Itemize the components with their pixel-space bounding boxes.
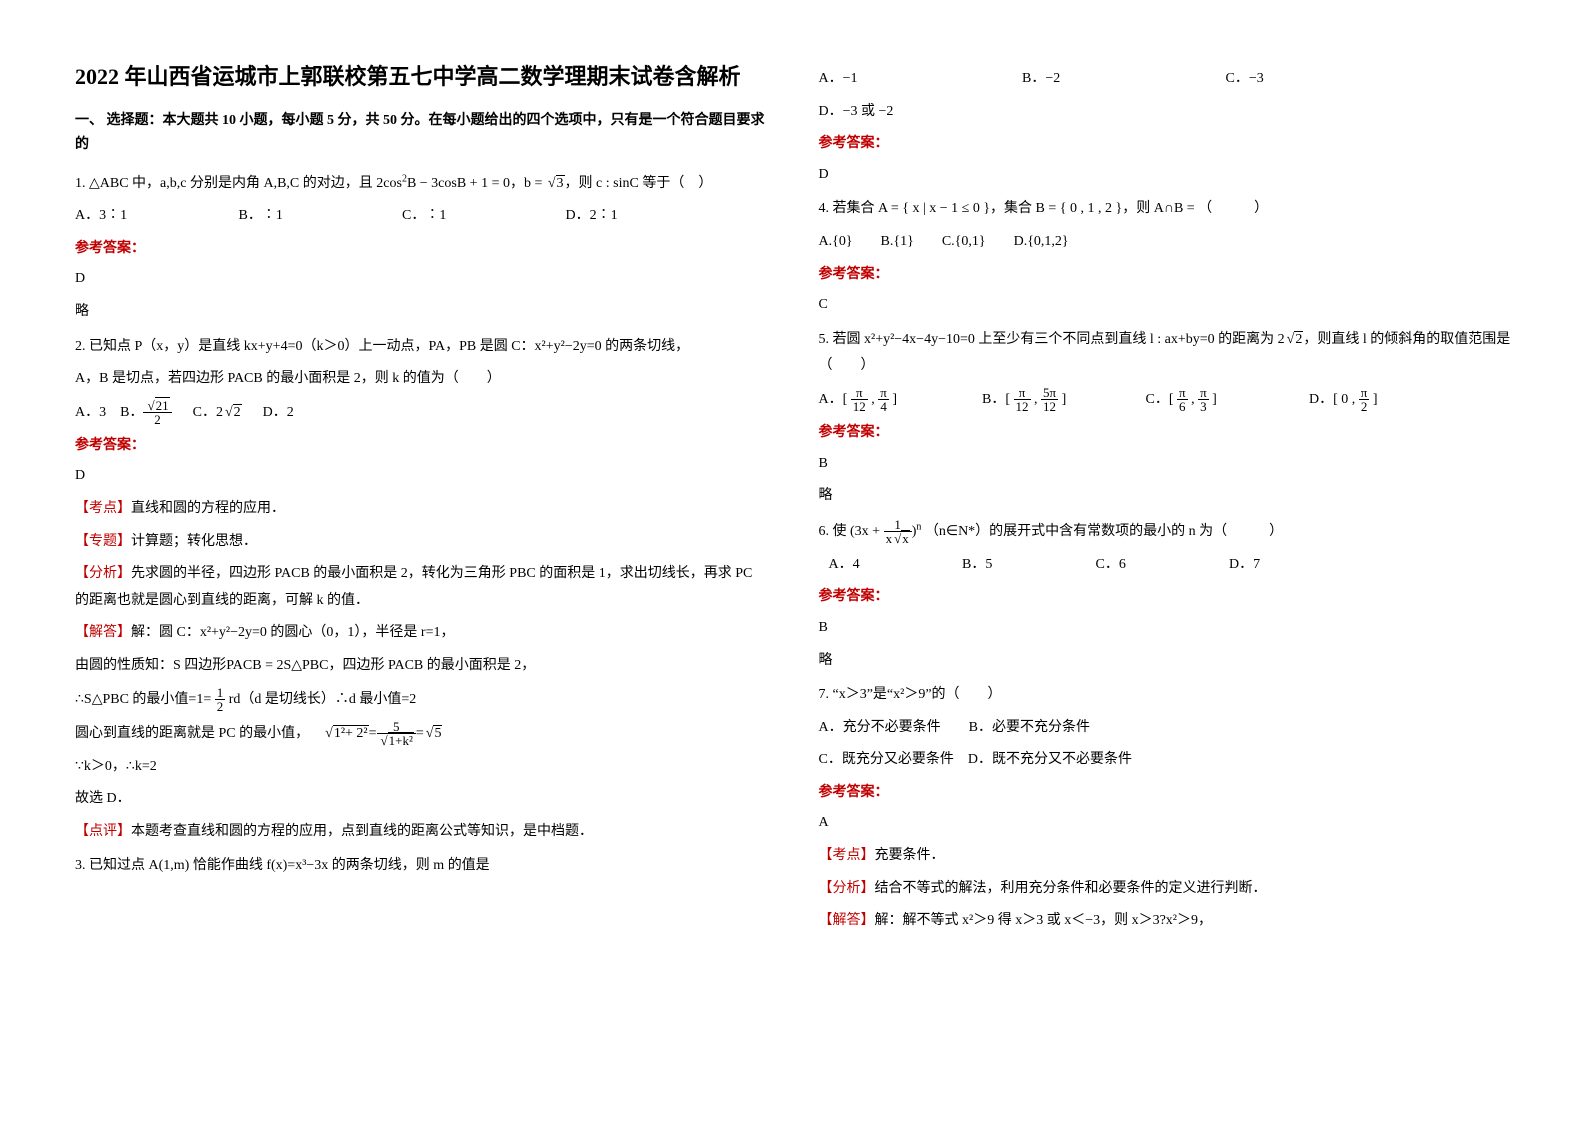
q3-options: A．−1 B．−2 C．−3 (819, 66, 1513, 93)
exam-title: 2022 年山西省运城市上郭联校第五七中学高二数学理期末试卷含解析 (75, 60, 769, 93)
q3-answer: D (819, 162, 1513, 189)
q2-opt-d: D．2 (263, 405, 294, 420)
q4-stem: 4. 若集合 A = { x | x − 1 ≤ 0 }，集合 B = { 0 … (819, 196, 1513, 223)
q6-opt-a: A．4 (829, 552, 959, 579)
right-column: A．−1 B．−2 C．−3 D．−3 或 −2 参考答案： D 4. 若集合 … (794, 60, 1538, 941)
q5-stem: 5. 若圆 x²+y²−4x−4y−10=0 上至少有三个不同点到直线 l : … (819, 327, 1513, 380)
q6-options: A．4 B．5 C．6 D．7 (819, 552, 1513, 579)
answer-label: 参考答案： (819, 780, 1513, 807)
q2-jieda-3: ∴S△PBC 的最小值=1= 12 rd（d 是切线长）∴d 最小值=2 (75, 686, 769, 714)
sqrt-icon: 2 (1285, 327, 1304, 354)
q5-options: A．[ π12 , π4 ] B．[ π12 , 5π12 ] C．[ π6 ,… (819, 386, 1513, 414)
answer-label: 参考答案： (819, 131, 1513, 158)
fraction: 212 (143, 399, 171, 427)
q5-opt-b: B．[ π12 , 5π12 ] (982, 386, 1142, 414)
q3-opt-b: B．−2 (1022, 66, 1222, 93)
sqrt-icon: 3 (546, 171, 565, 198)
q5-opt-c: C．[ π6 , π3 ] (1146, 386, 1306, 414)
q2-jieda-5: ∵k＞0，∴k=2 (75, 754, 769, 781)
left-column: 2022 年山西省运城市上郭联校第五七中学高二数学理期末试卷含解析 一、 选择题… (50, 60, 794, 941)
q7-fenxi: 【分析】结合不等式的解法，利用充分条件和必要条件的定义进行判断． (819, 876, 1513, 903)
q3-opt-d: D．−3 或 −2 (819, 99, 1513, 126)
q5-answer: B (819, 451, 1513, 478)
q3-opt-c: C．−3 (1226, 66, 1386, 93)
q1-answer: D (75, 266, 769, 293)
q2-dianping: 【点评】本题考查直线和圆的方程的应用，点到直线的距离公式等知识，是中档题． (75, 819, 769, 846)
q1-stem-c: ，则 c : sinC 等于（ ） (565, 176, 713, 191)
q2-zhuanti: 【专题】计算题；转化思想． (75, 529, 769, 556)
q2-jieda-6: 故选 D． (75, 786, 769, 813)
q1-opt-b: B．∶1 (239, 203, 399, 230)
answer-label: 参考答案： (75, 433, 769, 460)
section-1-heading: 一、 选择题：本大题共 10 小题，每小题 5 分，共 50 分。在每小题给出的… (75, 109, 769, 157)
q2-kaodian: 【考点】直线和圆的方程的应用． (75, 496, 769, 523)
q7-jieda: 【解答】解：解不等式 x²＞9 得 x＞3 或 x＜−3，则 x＞3?x²＞9， (819, 908, 1513, 935)
q5-opt-d: D．[ 0 , π2 ] (1309, 386, 1469, 414)
answer-label: 参考答案： (819, 262, 1513, 289)
q4-answer: C (819, 292, 1513, 319)
fraction: 51+k² (377, 720, 416, 748)
answer-label: 参考答案： (75, 236, 769, 263)
q2-jieda-4: 圆心到直线的距离就是 PC 的最小值， 1²+ 2²=51+k²=5 (75, 720, 769, 748)
q1-stem: 1. △ABC 中，a,b,c 分别是内角 A,B,C 的对边，且 2cos2B… (75, 171, 769, 198)
q2-opt-c: C．22 (193, 405, 242, 420)
q5-lue: 略 (819, 483, 1513, 510)
fraction: 1xx (884, 518, 912, 546)
q1-opt-c: C．∶1 (402, 203, 562, 230)
q7-answer: A (819, 810, 1513, 837)
q5-opt-a: A．[ π12 , π4 ] (819, 386, 979, 414)
q6-stem: 6. 使 (3x + 1xx)n （n∈N*）的展开式中含有常数项的最小的 n … (819, 518, 1513, 546)
q3-opt-a: A．−1 (819, 66, 1019, 93)
q1-lue: 略 (75, 299, 769, 326)
fraction: 12 (215, 686, 226, 714)
answer-label: 参考答案： (819, 584, 1513, 611)
q7-options-1: A．充分不必要条件 B．必要不充分条件 (819, 715, 1513, 742)
q6-lue: 略 (819, 648, 1513, 675)
q6-opt-b: B．5 (962, 552, 1092, 579)
q2-answer: D (75, 463, 769, 490)
q3-stem: 3. 已知过点 A(1,m) 恰能作曲线 f(x)=x³−3x 的两条切线，则 … (75, 853, 769, 880)
q2-fenxi: 【分析】先求圆的半径，四边形 PACB 的最小面积是 2，转化为三角形 PBC … (75, 561, 769, 614)
q1-opt-a: A．3∶1 (75, 203, 235, 230)
q1-opt-d: D．2∶1 (566, 203, 726, 230)
q2-options: A．3 B．212 C．22 D．2 (75, 399, 769, 427)
q2-opt-a: A．3 (75, 405, 106, 420)
q6-opt-d: D．7 (1229, 552, 1359, 579)
q2-jieda-2: 由圆的性质知：S 四边形PACB = 2S△PBC，四边形 PACB 的最小面积… (75, 653, 769, 680)
q2-jieda-1: 【解答】解：圆 C：x²+y²−2y=0 的圆心（0，1），半径是 r=1， (75, 620, 769, 647)
q1-stem-a: 1. △ABC 中，a,b,c 分别是内角 A,B,C 的对边，且 2cos (75, 176, 402, 191)
q6-opt-c: C．6 (1096, 552, 1226, 579)
q2-stem-1: 2. 已知点 P（x，y）是直线 kx+y+4=0（k＞0）上一动点，PA，PB… (75, 334, 769, 361)
q1-stem-b: B − 3cosB + 1 = 0，b = (407, 176, 546, 191)
page: 2022 年山西省运城市上郭联校第五七中学高二数学理期末试卷含解析 一、 选择题… (0, 0, 1587, 981)
q6-answer: B (819, 615, 1513, 642)
q7-options-2: C．既充分又必要条件 D．既不充分又不必要条件 (819, 747, 1513, 774)
q2-stem-2: A，B 是切点，若四边形 PACB 的最小面积是 2，则 k 的值为（ ） (75, 366, 769, 393)
q4-options: A.{0} B.{1} C.{0,1} D.{0,1,2} (819, 229, 1513, 256)
q1-options: A．3∶1 B．∶1 C．∶1 D．2∶1 (75, 203, 769, 230)
q7-kaodian: 【考点】充要条件． (819, 843, 1513, 870)
sqrt-icon: 1²+ 2² (323, 721, 368, 748)
q2-opt-b: B．212 (120, 405, 171, 420)
q7-stem: 7. “x＞3”是“x²＞9”的（ ） (819, 682, 1513, 709)
answer-label: 参考答案： (819, 420, 1513, 447)
